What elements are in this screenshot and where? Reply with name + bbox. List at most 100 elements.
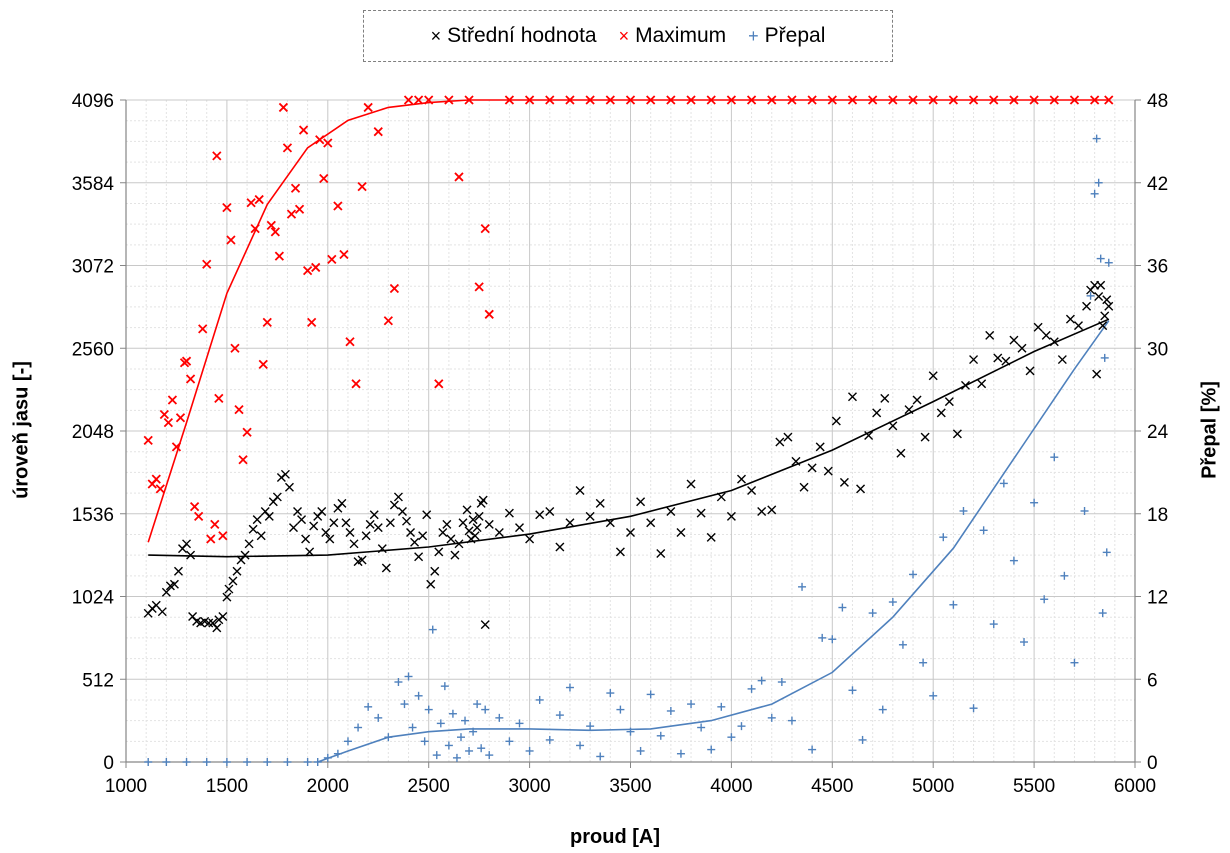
marker-stroke <box>238 455 248 465</box>
marker-stroke <box>799 482 809 492</box>
x-marker <box>377 544 387 554</box>
x-marker <box>311 262 321 273</box>
x-marker <box>1033 322 1043 332</box>
x-marker <box>948 95 959 105</box>
marker-stroke <box>260 506 270 516</box>
marker-stroke <box>823 466 833 476</box>
plus-marker <box>687 700 696 709</box>
x-marker <box>799 482 809 492</box>
marker-stroke <box>339 249 349 260</box>
plus-marker <box>222 758 231 766</box>
x-marker <box>726 511 736 521</box>
marker-stroke <box>605 518 615 528</box>
x-marker <box>345 337 355 347</box>
x-marker <box>968 95 979 105</box>
marker-stroke <box>246 198 256 208</box>
marker-stroke <box>565 95 575 105</box>
plus-marker <box>485 751 494 760</box>
x-marker <box>1092 369 1102 379</box>
plus-marker <box>384 733 393 742</box>
plus-marker <box>818 633 827 642</box>
marker-stroke <box>373 523 383 533</box>
plus-marker <box>909 570 918 579</box>
marker-stroke <box>228 576 238 586</box>
x-marker <box>341 518 351 528</box>
marker-stroke <box>462 505 472 515</box>
plus-marker <box>596 752 605 761</box>
marker-stroke <box>192 616 202 626</box>
marker-stroke <box>1069 95 1080 105</box>
x-marker <box>329 518 339 528</box>
marker-stroke <box>345 528 355 537</box>
marker-stroke <box>458 518 468 528</box>
x-marker <box>402 516 411 526</box>
plus-marker <box>636 746 645 755</box>
x-marker <box>478 495 488 505</box>
x-marker <box>605 518 615 528</box>
marker-stroke <box>787 95 797 105</box>
plus-marker <box>717 702 726 711</box>
x-marker <box>410 537 420 547</box>
x-marker <box>827 95 837 105</box>
marker-stroke <box>208 618 218 628</box>
x-marker <box>286 209 297 219</box>
x-marker <box>535 510 545 520</box>
marker-stroke <box>159 409 169 420</box>
x-marker <box>403 95 414 105</box>
x-marker <box>696 508 706 518</box>
marker-stroke <box>868 95 878 105</box>
x-marker <box>1009 95 1019 105</box>
series-2 <box>144 134 1113 766</box>
x-marker <box>1049 337 1059 347</box>
x-marker <box>262 317 272 328</box>
marker-stroke <box>815 442 825 452</box>
x-marker <box>791 456 801 466</box>
plus-marker <box>616 705 625 714</box>
marker-stroke <box>847 95 858 105</box>
marker-stroke <box>791 456 801 466</box>
plus-marker <box>420 737 429 746</box>
x-marker <box>151 474 161 484</box>
marker-stroke <box>430 566 440 576</box>
x-marker <box>434 379 444 389</box>
plus-marker <box>707 745 716 754</box>
marker-stroke <box>333 201 343 211</box>
marker-stroke <box>615 547 625 557</box>
x-tick-label: 1500 <box>206 776 248 797</box>
plus-marker <box>473 700 482 709</box>
x-marker <box>256 531 266 541</box>
marker-stroke <box>426 579 436 589</box>
plus-marker <box>798 582 807 591</box>
x-marker <box>888 95 898 105</box>
marker-stroke <box>242 427 252 437</box>
x-marker <box>212 151 222 161</box>
marker-stroke <box>1098 321 1108 331</box>
x-marker <box>676 528 686 537</box>
marker-stroke <box>1029 95 1039 105</box>
plus-marker <box>263 758 272 766</box>
marker-stroke <box>422 510 432 520</box>
x-marker <box>468 515 478 525</box>
marker-stroke <box>1057 355 1067 365</box>
x-marker <box>238 455 248 465</box>
plus-marker <box>646 690 655 699</box>
y-right-tick-label: 48 <box>1147 91 1168 112</box>
marker-stroke <box>636 497 646 507</box>
x-marker <box>381 563 391 573</box>
x-marker <box>515 523 525 533</box>
x-marker <box>266 220 276 231</box>
marker-stroke <box>706 532 716 542</box>
plus-marker <box>949 600 958 609</box>
marker-stroke <box>450 550 460 560</box>
y-right-tick-label: 24 <box>1147 422 1169 443</box>
marker-stroke <box>1001 356 1011 366</box>
plus-marker <box>747 684 756 693</box>
x-marker <box>272 492 282 502</box>
x-marker <box>736 474 746 484</box>
x-marker <box>351 379 361 389</box>
marker-stroke <box>286 209 297 219</box>
x-tick-label: 6000 <box>1114 776 1156 797</box>
plus-marker <box>364 702 373 711</box>
x-marker <box>605 95 615 105</box>
x-marker <box>646 95 656 105</box>
